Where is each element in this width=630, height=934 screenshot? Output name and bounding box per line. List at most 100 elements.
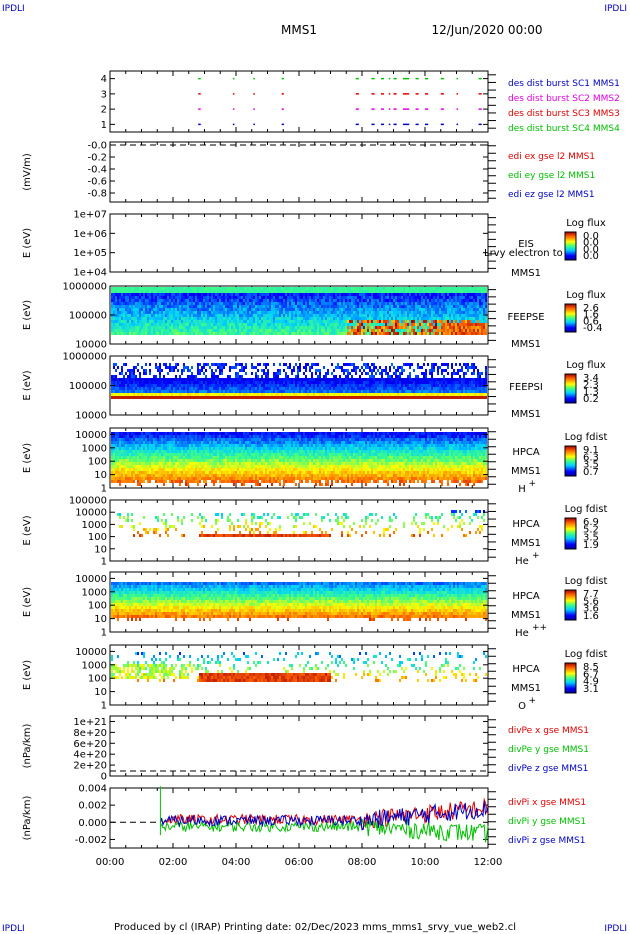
divpe-ylabel: (nPa/km): [22, 724, 33, 769]
feepsi-ytick-label: 10000: [75, 411, 107, 422]
x-tick-label: 08:00: [348, 857, 377, 868]
x-tick-label: 02:00: [159, 857, 188, 868]
eis-colorbar: [564, 231, 577, 261]
hpca_o-colorbar-title: Log fdist: [565, 649, 608, 660]
feepse-colorbar-tick: 1.6: [583, 310, 599, 321]
hpca_he-colorbar-tick: 5.2: [583, 525, 599, 536]
eis-ytick-label: 1e+06: [73, 229, 107, 240]
divpe-ytick-label: 4e+20: [73, 750, 107, 761]
feepsi-ylabel: E (eV): [22, 370, 33, 400]
hpca_hepp-species-label: He: [515, 628, 529, 639]
divpe-ytick-label: 0: [101, 772, 107, 783]
divpe-ytick-label: 1e+21: [73, 717, 107, 728]
hpca_he-spectrogram: [117, 510, 485, 537]
hpca_he-ytick-label: 1000: [82, 520, 107, 531]
hpca_o-ytick-label: 10: [94, 687, 107, 698]
feepse-colorbar-tick: -0.4: [583, 323, 603, 334]
edi-frame: [109, 141, 489, 203]
hpca_h-species-label: H: [518, 484, 526, 495]
hpca_o-colorbar-tick: 4.9: [583, 677, 599, 688]
divpi-legend-entry: divPi y gse MMS1: [508, 817, 586, 827]
x-tick-label: 10:00: [411, 857, 440, 868]
feepsi-colorbar-tick: 2.3: [583, 380, 599, 391]
hpca_he-colorbar: [564, 517, 577, 550]
eis-colorbar-title: Log flux: [566, 218, 606, 229]
eis-ytick-label: 1e+07: [73, 210, 107, 221]
hpca_h-colorbar: [564, 445, 577, 477]
date-title: 12/Jun/2020 00:00: [431, 23, 542, 37]
hpca_h-colorbar-tick: 6.3: [583, 452, 599, 463]
hpca_hepp-ytick-label: 1000: [82, 587, 107, 598]
divpe-legend-entry: divPe z gse MMS1: [508, 764, 588, 774]
edi-legend-entry: edi ex gse l2 MMS1: [508, 152, 595, 162]
hpca_he-spacecraft-label: MMS1: [511, 538, 541, 549]
feepsi-spectrogram: [111, 363, 487, 399]
hpca_o-ylabel: E (eV): [22, 660, 33, 690]
feepsi-colorbar-tick: 1.3: [583, 387, 599, 398]
feepse-spectrogram: [111, 287, 487, 335]
burst-ytick-label: 2: [101, 105, 107, 116]
feepsi-colorbar-tick: 3.4: [583, 373, 599, 384]
divpe-ytick-label: 2e+20: [73, 761, 107, 772]
feepse-ytick-label: 1000000: [62, 282, 107, 293]
edi-legend-entry: edi ey gse l2 MMS1: [508, 171, 595, 181]
hpca_he-ytick-label: 100000: [69, 496, 107, 507]
hpca_h-species-charge: +: [529, 479, 537, 489]
eis-colorbar-tick: 0.0: [583, 244, 599, 255]
feepse-colorbar: [564, 303, 577, 333]
hpca_h-spacecraft-label: MMS1: [511, 466, 541, 477]
hpca_o-ytick-label: 100: [88, 674, 107, 685]
hpca_o-ytick-label: 1000: [82, 660, 107, 671]
eis-colorbar-tick: 0.0: [583, 251, 599, 262]
x-tick-label: 04:00: [222, 857, 251, 868]
burst-frame: [109, 70, 489, 133]
corner-label-bottom-right: IPDLI: [604, 924, 627, 934]
burst-legend-entry: des dist burst SC2 MMS2: [508, 94, 620, 104]
divpi-ylabel: (nPa/km): [22, 796, 33, 841]
edi-panel: -0.0-0.2-0.4-0.6-0.8 (mV/m) edi ex gse l2 …: [22, 141, 595, 203]
eis-colorbar-tick: 0.0: [583, 238, 599, 249]
divpi-ytick-label: 0.004: [78, 784, 107, 795]
hpca_o-species-label: O: [518, 701, 526, 712]
divpi-ytick-label: 0.000: [78, 818, 107, 829]
feepsi-colorbar-tick: 0.2: [583, 394, 599, 405]
corner-label-bottom-left: IPDLI: [2, 924, 25, 934]
eis-spacecraft-label: MMS1: [511, 268, 541, 279]
hpca_hepp-ytick-label: 10: [94, 614, 107, 625]
divpe-ytick-label: 8e+20: [73, 728, 107, 739]
corner-label-top-right: IPDLI: [604, 4, 627, 14]
hpca_hepp-colorbar-tick: 7.7: [583, 589, 599, 600]
feepse-ytick-label: 10000: [75, 340, 107, 351]
divpe-ytick-label: 6e+20: [73, 739, 107, 750]
hpca_he-ytick-label: 10000: [75, 508, 107, 519]
x-tick-label: 00:00: [96, 857, 125, 868]
eis-colorbar-tick: 0.0: [583, 231, 599, 242]
eis-ytick-label: 1e+05: [73, 248, 107, 259]
hpca_hepp-ytick-label: 100: [88, 601, 107, 612]
hpca_o-ytick-label: 1: [101, 701, 107, 712]
hpca_o-colorbar-tick: 3.1: [583, 684, 599, 695]
burst-legend-entry: des dist burst SC4 MMS4: [508, 124, 620, 134]
hpca_h-colorbar-tick: 9.1: [583, 445, 599, 456]
feepsi-instrument-label: FEEPSI: [509, 382, 543, 393]
hpca_he-species-label: He: [515, 556, 529, 567]
feepse-ylabel: E (eV): [22, 300, 33, 330]
feepse-ytick-label: 100000: [69, 311, 107, 322]
spacecraft-title: MMS1: [281, 23, 317, 37]
burst-panel: 1 2 3 4 des dist burst SC1 MMS1 des dist burs…: [101, 70, 620, 134]
hpca_h-colorbar-tick: 3.5: [583, 460, 599, 471]
hpca_hepp-colorbar: [564, 589, 577, 621]
burst-ytick-label: 3: [101, 89, 107, 100]
burst-legend-entry: des dist burst SC3 MMS3: [508, 109, 620, 119]
hpca_h-ylabel: E (eV): [22, 443, 33, 473]
hpca_hepp-spectrogram: [111, 582, 487, 621]
feepsi-ytick-label: 100000: [69, 381, 107, 392]
edi-ytick-label: -0.4: [87, 165, 107, 176]
feepsi-colorbar: [564, 373, 577, 404]
divpi-legend-entry: divPi z gse MMS1: [508, 836, 585, 846]
edi-ytick-label: -0.2: [87, 153, 107, 164]
edi-ytick-label: -0.8: [87, 189, 107, 200]
feepse-colorbar-tick: 0.6: [583, 316, 599, 327]
